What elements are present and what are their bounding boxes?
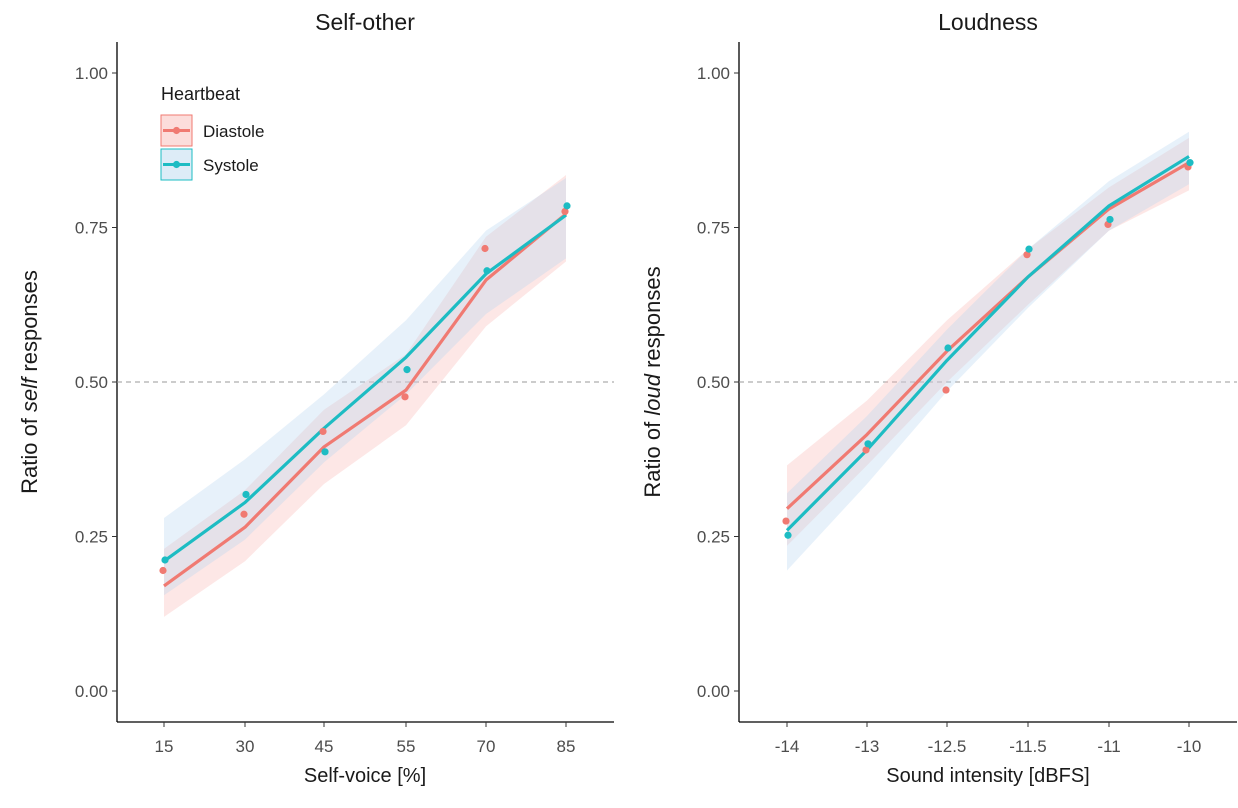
- x-tick-label: -13: [855, 737, 880, 756]
- x-tick-label: 45: [315, 737, 334, 756]
- data-point-diastole: [782, 517, 790, 525]
- y-tick-label: 0.25: [75, 528, 108, 547]
- legend-label-diastole: Diastole: [203, 122, 264, 141]
- x-tick-label: 85: [557, 737, 576, 756]
- y-tick-label: 1.00: [697, 64, 730, 83]
- data-point-diastole: [240, 510, 248, 518]
- confidence-band-systole: [787, 131, 1189, 571]
- data-point-diastole: [319, 427, 327, 436]
- data-point-systole: [1186, 159, 1194, 167]
- y-axis-label-part: responses: [17, 270, 42, 378]
- data-point-systole: [784, 531, 792, 539]
- y-axis-label-part: responses: [640, 266, 665, 374]
- y-tick-label: 0.00: [75, 682, 108, 701]
- legend-point-diastole: [172, 126, 181, 135]
- y-axis-label-part: Ratio of: [17, 412, 42, 494]
- x-tick-label: -11.5: [1009, 737, 1047, 756]
- legend-label-systole: Systole: [203, 156, 259, 175]
- x-tick-label: -12.5: [928, 737, 967, 756]
- data-point-diastole: [159, 566, 167, 575]
- data-point-diastole: [401, 393, 409, 401]
- x-tick-label: 15: [155, 737, 174, 756]
- fit-line-diastole: [785, 161, 1190, 510]
- data-point-systole: [563, 202, 571, 210]
- panel-0: Self-other 0.00 0.25 0.50 0.75 1.00 15 30 45 55 70…: [17, 9, 614, 787]
- x-tick-label: -10: [1177, 737, 1202, 756]
- data-point-systole: [944, 344, 952, 352]
- panel-title: Loudness: [938, 9, 1038, 35]
- data-point-systole: [1025, 245, 1033, 253]
- x-tick-label: 55: [397, 737, 416, 756]
- legend-point-systole: [172, 160, 181, 169]
- data-point-systole: [242, 490, 250, 499]
- fit-line-diastole: [163, 212, 568, 588]
- legend-title: Heartbeat: [161, 84, 240, 104]
- data-point-systole: [403, 366, 411, 374]
- data-point-systole: [161, 556, 169, 564]
- data-point-systole: [1106, 215, 1114, 224]
- x-axis-label: Self-voice [%]: [304, 765, 426, 787]
- y-tick-label: 0.25: [697, 528, 730, 547]
- data-point-diastole: [942, 386, 950, 394]
- data-point-systole: [483, 267, 491, 275]
- y-axis-label: Ratio of loud responses: [640, 266, 665, 497]
- panel-title: Self-other: [315, 9, 415, 35]
- x-tick-label: 30: [236, 737, 255, 756]
- legend: Heartbeat Diastole Systole: [160, 84, 264, 181]
- x-tick-label: 70: [477, 737, 496, 756]
- y-tick-label: 0.00: [697, 682, 730, 701]
- data-point-systole: [864, 440, 872, 448]
- x-tick-label: -14: [775, 737, 800, 756]
- x-axis-label: Sound intensity [dBFS]: [886, 765, 1089, 787]
- confidence-band-systole: [164, 178, 566, 596]
- fit-line-systole: [163, 213, 567, 563]
- data-point-diastole: [481, 244, 489, 253]
- data-point-diastole: [862, 446, 870, 454]
- y-tick-label: 0.75: [697, 219, 730, 238]
- panel-1: Loudness 0.00 0.25 0.50 0.75 1.00 -14 -13 -12.5 -…: [640, 9, 1237, 787]
- confidence-band-diastole: [787, 137, 1189, 546]
- x-tick-label: -11: [1097, 737, 1120, 756]
- y-axis-label: Ratio of self responses: [17, 270, 42, 494]
- fit-line-systole: [785, 155, 1190, 532]
- y-tick-label: 0.75: [75, 219, 108, 238]
- data-point-diastole: [561, 207, 569, 216]
- data-point-systole: [321, 448, 329, 456]
- y-tick-label: 0.50: [75, 373, 108, 392]
- y-axis-label-part: loud: [640, 373, 665, 415]
- y-tick-label: 1.00: [75, 64, 108, 83]
- data-point-diastole: [1023, 251, 1031, 259]
- y-axis-label-part: Ratio of: [640, 416, 665, 498]
- y-axis-label-part: self: [17, 375, 42, 412]
- y-tick-label: 0.50: [697, 373, 730, 392]
